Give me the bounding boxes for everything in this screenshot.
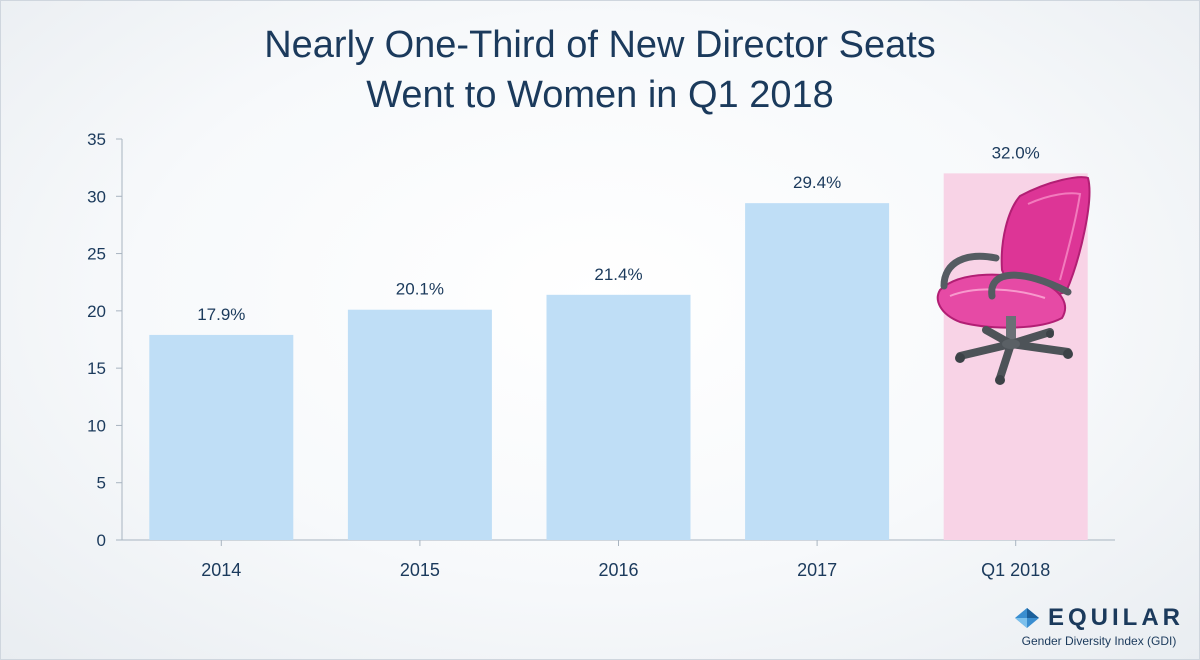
x-axis: 2014 2015 2016 2017 Q1 2018 bbox=[122, 539, 1115, 580]
bar bbox=[745, 203, 890, 540]
bar bbox=[347, 309, 492, 540]
data-label: 17.9% bbox=[197, 305, 245, 324]
x-category-label: Q1 2018 bbox=[981, 560, 1050, 580]
y-tick-label: 30 bbox=[87, 187, 106, 206]
y-tick-label: 20 bbox=[87, 302, 106, 321]
x-category-label: 2014 bbox=[201, 560, 241, 580]
y-tick-label: 0 bbox=[97, 531, 106, 550]
data-label: 21.4% bbox=[594, 265, 642, 284]
data-label: 32.0% bbox=[992, 143, 1040, 162]
y-axis: 0 5 10 15 20 25 30 35 bbox=[87, 130, 123, 550]
bar bbox=[149, 334, 294, 540]
y-tick-label: 25 bbox=[87, 245, 106, 264]
bar bbox=[546, 294, 691, 540]
equilar-brand: EQUILAR Gender Diversity Index (GDI) bbox=[1014, 604, 1184, 648]
y-tick-label: 10 bbox=[87, 416, 106, 435]
y-tick-label: 5 bbox=[97, 474, 106, 493]
x-category-label: 2015 bbox=[400, 560, 440, 580]
office-chair-icon bbox=[936, 176, 1091, 385]
x-category-label: 2016 bbox=[598, 560, 638, 580]
data-label: 20.1% bbox=[396, 280, 444, 299]
bar-series: 17.9% 20.1% 21.4% 29.4% 32.0% bbox=[149, 143, 1088, 540]
chart-title: Nearly One-Third of New Director Seats W… bbox=[0, 20, 1200, 120]
brand-row: EQUILAR bbox=[1014, 604, 1184, 632]
brand-name: EQUILAR bbox=[1048, 604, 1184, 631]
y-tick-label: 35 bbox=[87, 130, 106, 149]
x-category-label: 2017 bbox=[797, 560, 837, 580]
data-label: 29.4% bbox=[793, 173, 841, 192]
brand-subtitle: Gender Diversity Index (GDI) bbox=[1021, 634, 1177, 648]
y-tick-label: 15 bbox=[87, 359, 106, 378]
diamond-logo-icon bbox=[1015, 608, 1039, 628]
title-line-2: Went to Women in Q1 2018 bbox=[366, 74, 834, 116]
title-line-1: Nearly One-Third of New Director Seats bbox=[264, 24, 936, 66]
